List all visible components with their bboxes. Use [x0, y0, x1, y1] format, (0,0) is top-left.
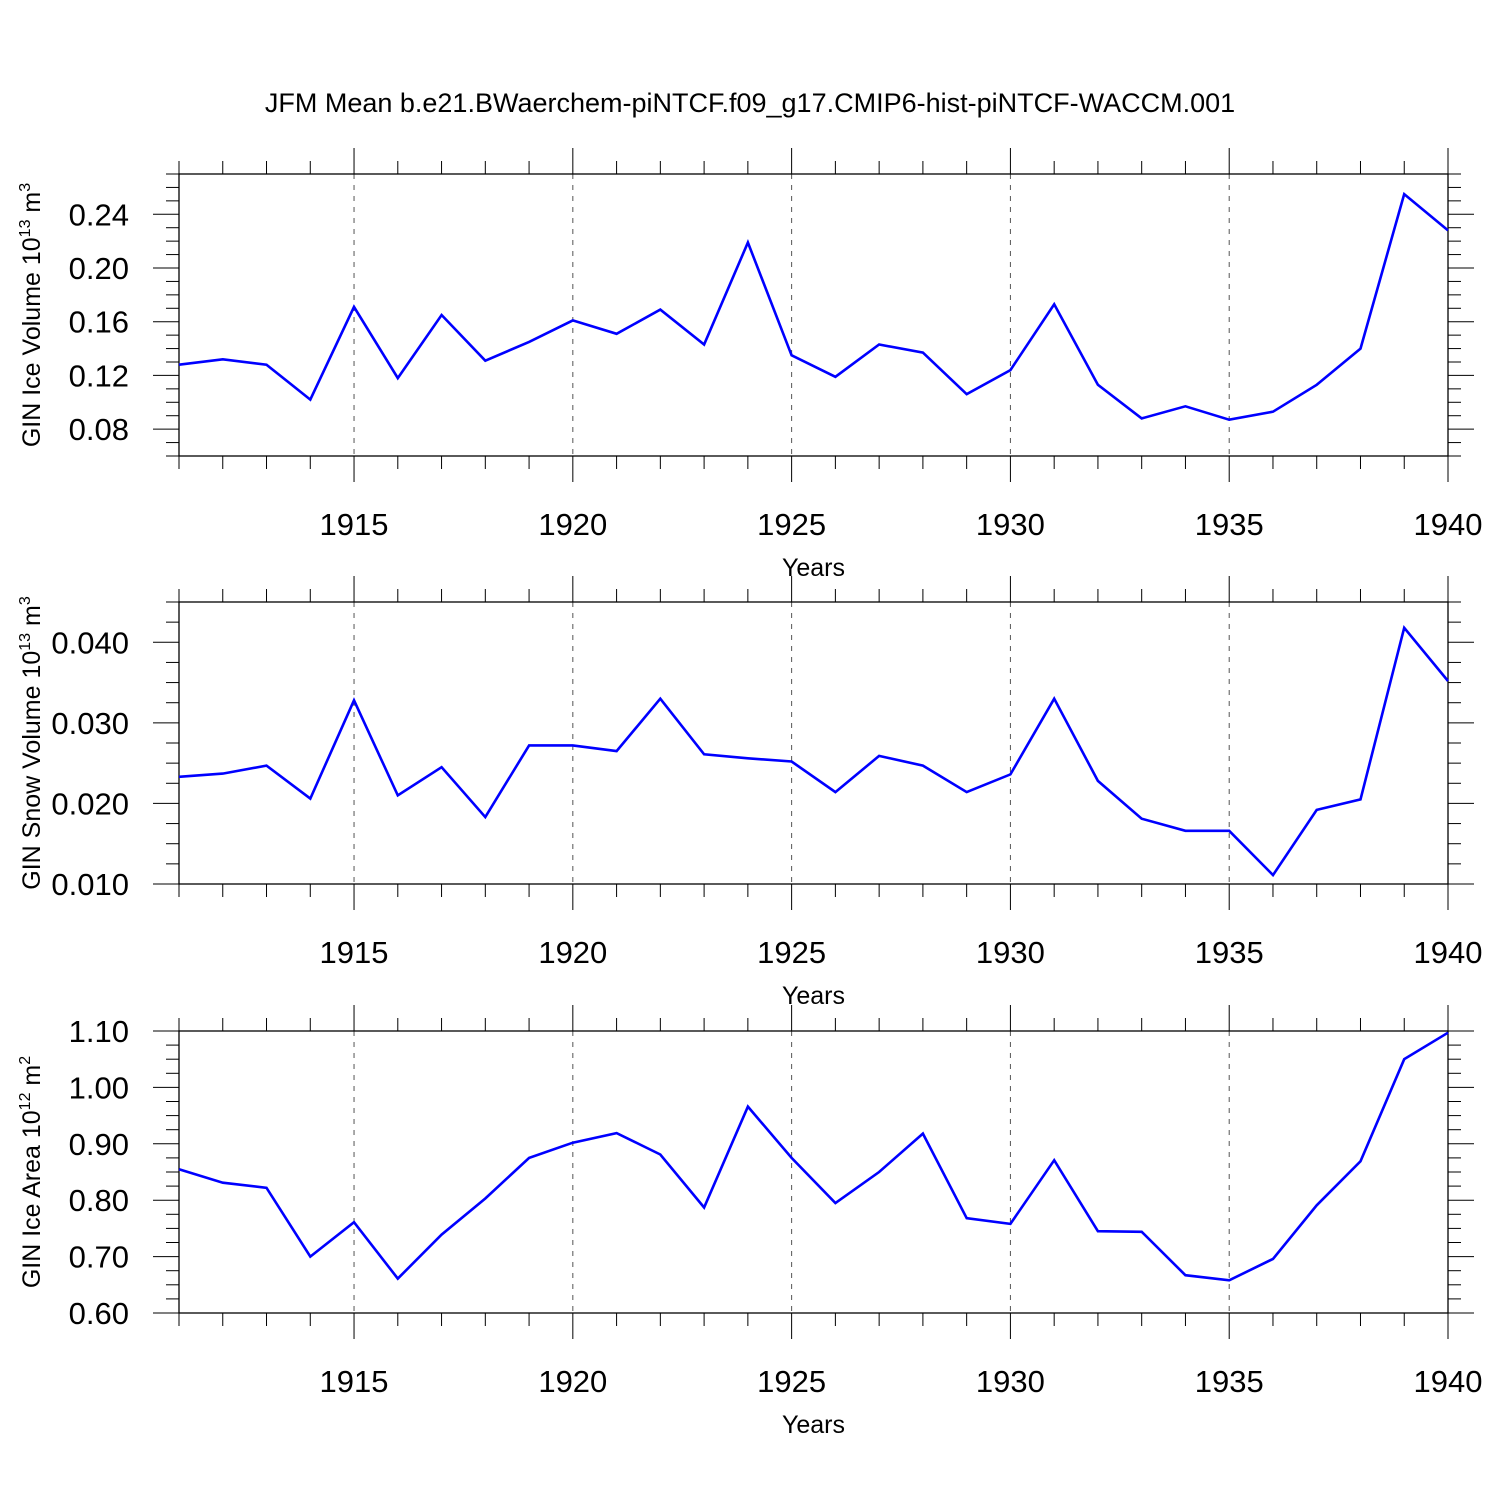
- y-axis-label-exponent: 13: [17, 219, 34, 237]
- y-axis-label-main: GIN Snow Volume 10: [18, 651, 46, 890]
- y-tick-label: 0.24: [69, 197, 129, 232]
- x-tick-label: 1915: [320, 1364, 389, 1399]
- y-tick-label: 1.10: [69, 1014, 129, 1049]
- x-tick-label: 1940: [1414, 1364, 1483, 1399]
- y-tick-label: 0.030: [51, 706, 129, 741]
- plot-panel-1: 0.08 0.12 0.16 0.20 0.24 1915 1920 1925 1930 1935…: [17, 148, 1482, 582]
- x-tick-label: 1935: [1195, 935, 1264, 970]
- y-axis-label-exponent: 13: [17, 633, 34, 651]
- panels: 0.08 0.12 0.16 0.20 0.24 1915 1920 1925 1930 1935…: [17, 148, 1482, 1439]
- x-tick-label: 1925: [757, 507, 826, 542]
- x-tick-label: 1925: [757, 935, 826, 970]
- y-axis-label-main: GIN Ice Volume 10: [18, 237, 46, 447]
- y-axis-label-exponent: 12: [17, 1092, 34, 1110]
- y-axis-label: GIN Snow Volume 1013 m3: [17, 596, 46, 890]
- plot-panel-3: 0.60 0.70 0.80 0.90 1.00 1.10 1915 1920 1925 1930…: [17, 1005, 1482, 1439]
- y-axis-label-unit-exponent: 3: [17, 183, 34, 192]
- y-tick-label: 0.60: [69, 1296, 129, 1331]
- series-line: [178, 624, 1450, 878]
- y-axis-label-unit: m: [18, 1065, 46, 1093]
- x-tick-label: 1940: [1414, 935, 1483, 970]
- x-tick-label: 1940: [1414, 507, 1483, 542]
- x-tick-label: 1930: [976, 935, 1045, 970]
- x-axis-label: Years: [782, 982, 845, 1010]
- plot-frame: [178, 173, 1449, 457]
- y-axis-label-unit-exponent: 3: [17, 596, 34, 605]
- x-tick-label: 1935: [1195, 507, 1264, 542]
- plot-panel-2: 0.010 0.020 0.030 0.040 1915 1920 1925 1930 1935…: [17, 576, 1482, 1010]
- y-axis-label-unit-exponent: 2: [17, 1056, 34, 1065]
- series-line: [178, 1031, 1449, 1282]
- y-tick-label: 0.20: [69, 251, 129, 286]
- plot-frame: [178, 1030, 1449, 1314]
- y-tick-label: 0.020: [51, 786, 129, 821]
- y-tick-label: 0.16: [69, 305, 129, 340]
- y-axis-label-main: GIN Ice Area 10: [18, 1110, 46, 1288]
- y-tick-label: 0.08: [69, 412, 129, 447]
- chart-title: JFM Mean b.e21.BWaerchem-piNTCF.f09_g17.…: [265, 88, 1235, 118]
- x-tick-label: 1925: [757, 1364, 826, 1399]
- y-tick-label: 0.80: [69, 1183, 129, 1218]
- x-tick-label: 1930: [976, 1364, 1045, 1399]
- y-axis-label-unit: m: [18, 605, 46, 633]
- y-tick-label: 1.00: [69, 1070, 129, 1105]
- x-axis-label: Years: [782, 1411, 845, 1439]
- y-tick-label: 0.12: [69, 358, 129, 393]
- y-axis-label: GIN Ice Volume 1013 m3: [17, 183, 46, 447]
- plot-frame: [178, 601, 1449, 885]
- y-tick-label: 0.90: [69, 1127, 129, 1162]
- y-tick-label: 0.70: [69, 1240, 129, 1275]
- y-tick-label: 0.040: [51, 625, 129, 660]
- x-tick-label: 1920: [538, 507, 607, 542]
- y-axis-label: GIN Ice Area 1012 m2: [17, 1056, 46, 1288]
- x-tick-label: 1935: [1195, 1364, 1264, 1399]
- x-tick-label: 1930: [976, 507, 1045, 542]
- y-tick-label: 0.010: [51, 867, 129, 902]
- x-tick-label: 1920: [538, 935, 607, 970]
- x-tick-label: 1915: [320, 507, 389, 542]
- x-tick-label: 1915: [320, 935, 389, 970]
- x-tick-label: 1920: [538, 1364, 607, 1399]
- x-axis-label: Years: [782, 554, 845, 582]
- series-line: [178, 191, 1449, 422]
- y-axis-label-unit: m: [18, 192, 46, 220]
